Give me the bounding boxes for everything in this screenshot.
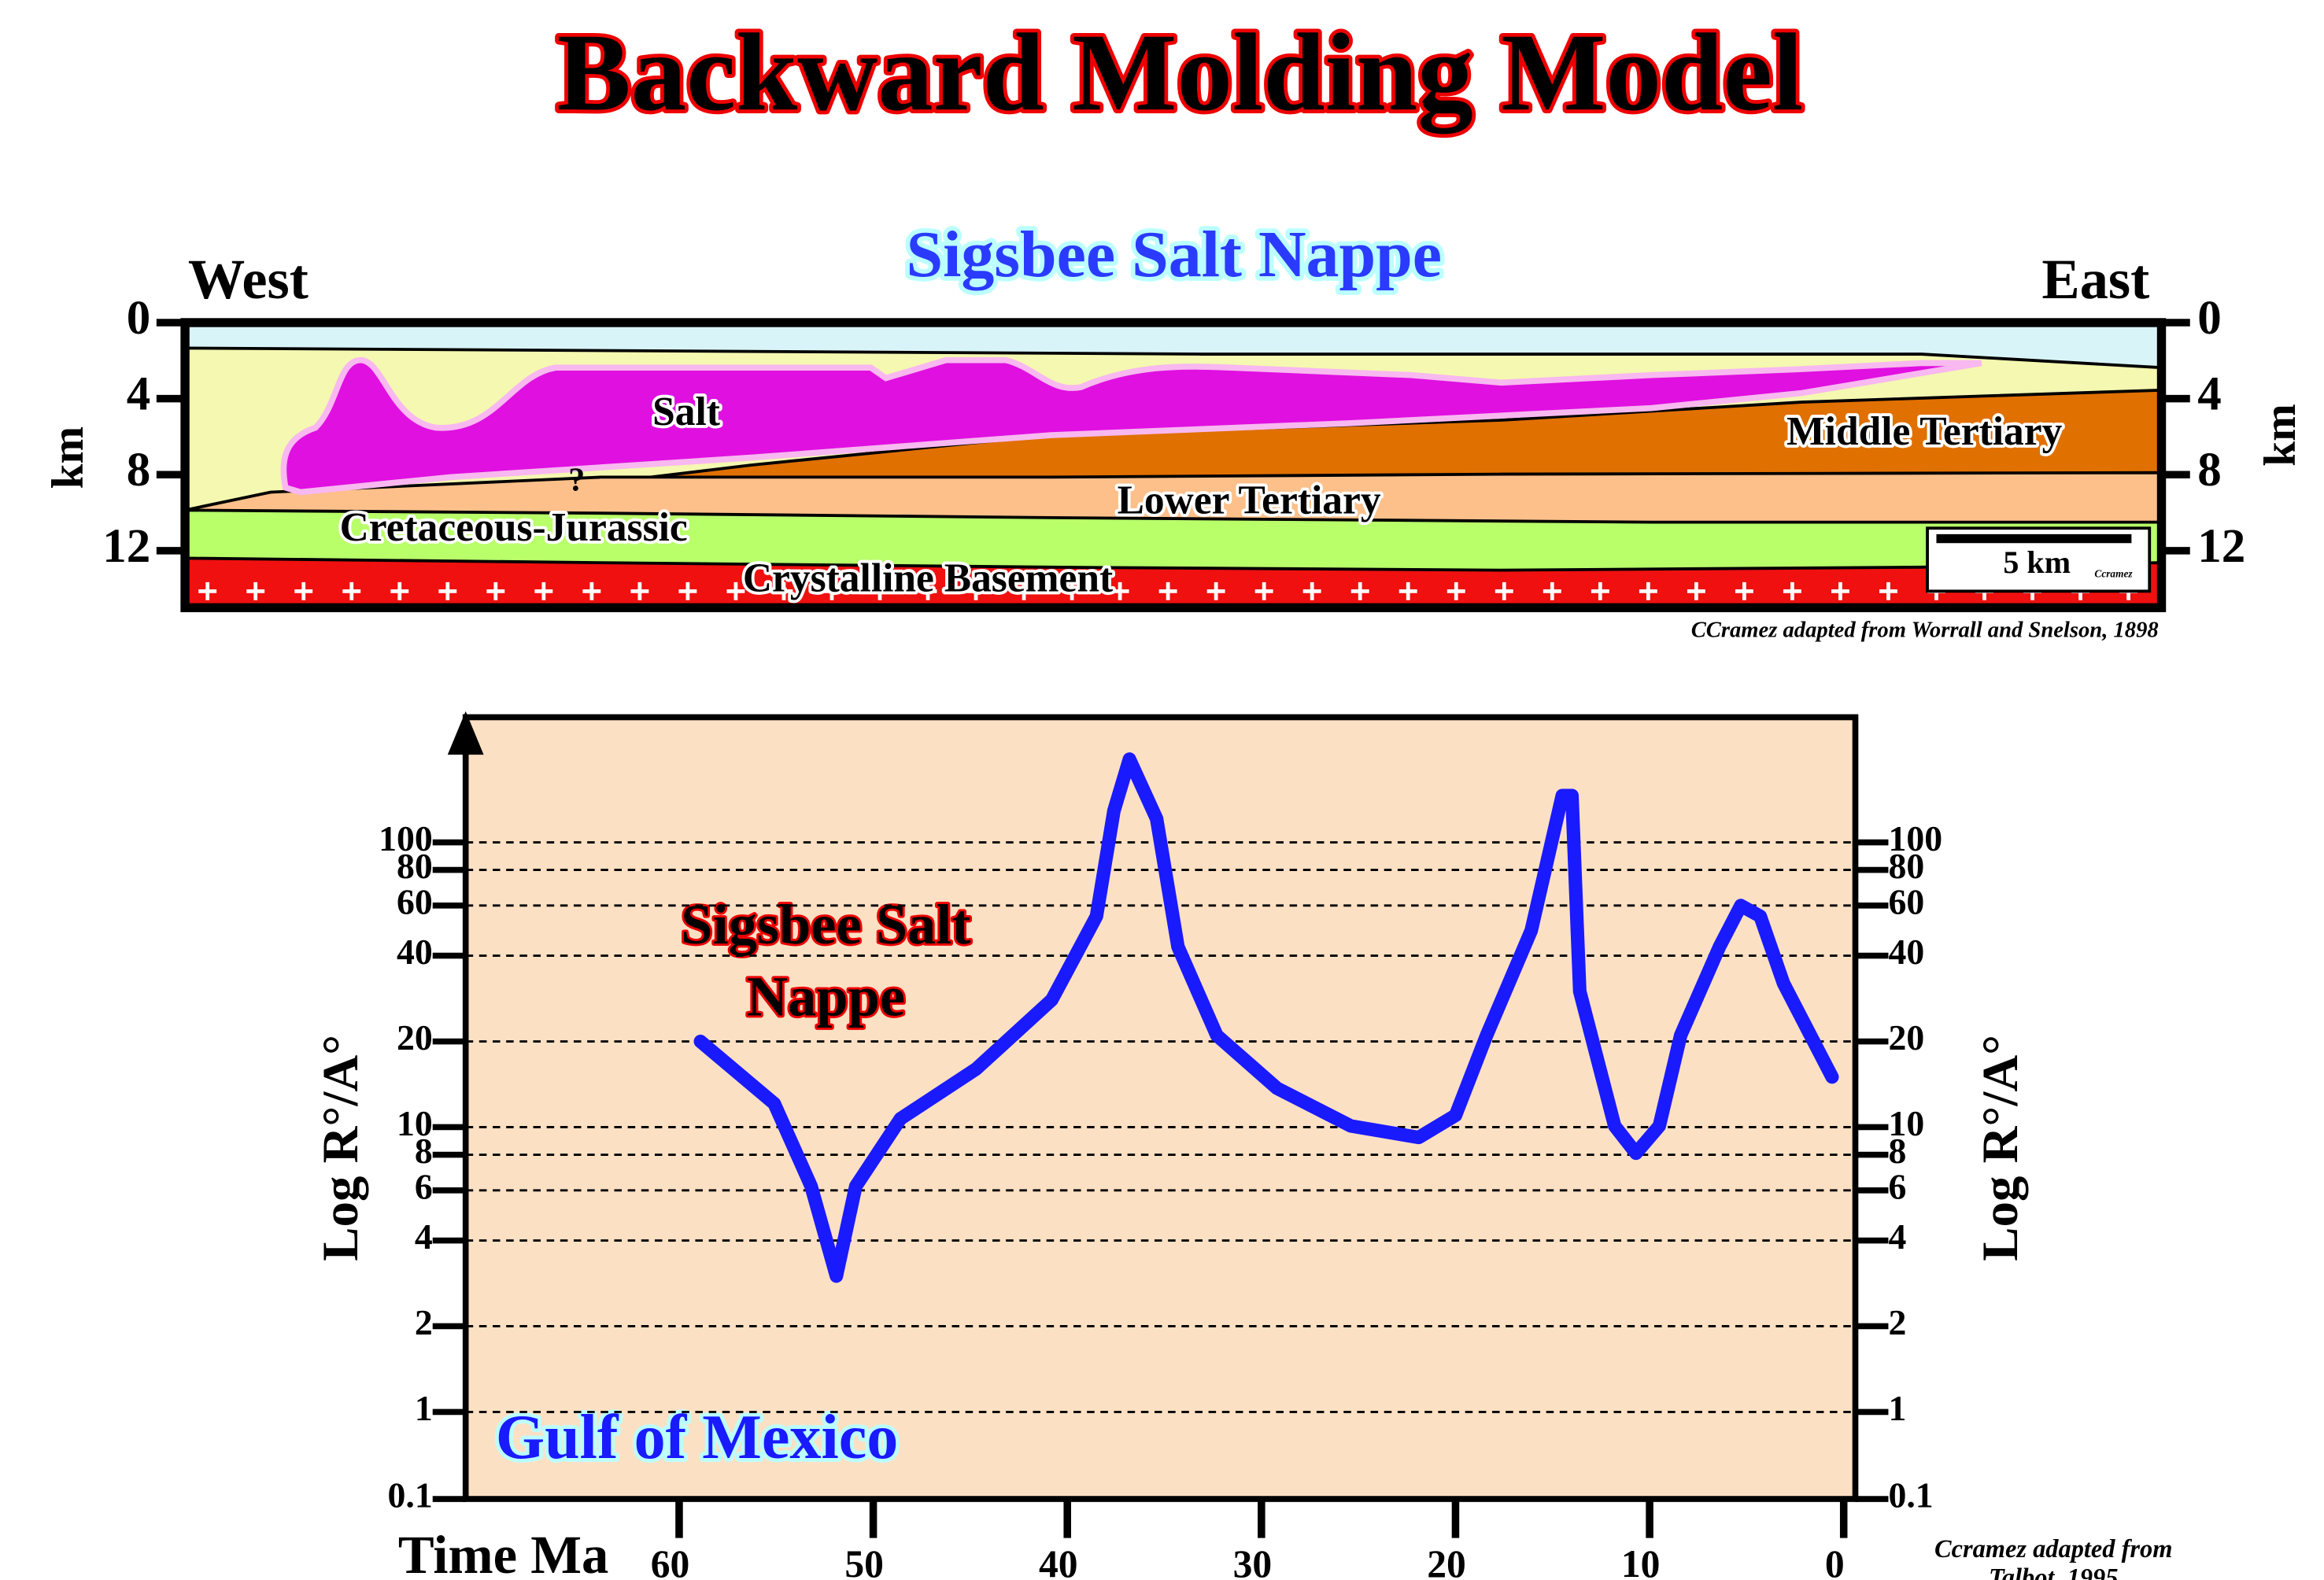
y-tick-label: 10: [397, 1103, 433, 1143]
y-tick-label: 10: [1888, 1103, 1924, 1143]
y-tick-label: 1: [1888, 1388, 1906, 1428]
chart-credit: Ccramez adapted from: [1934, 1535, 2172, 1563]
chart-credit: Talbot, 1995: [1989, 1563, 2118, 1580]
annotation: Gulf of Mexico: [496, 1403, 898, 1472]
depth-tick-label: 12: [102, 520, 150, 573]
depth-tick-label: 8: [127, 444, 151, 497]
layer-label: Crystalline Basement: [743, 556, 1113, 601]
x-tick-label: 50: [844, 1542, 884, 1580]
cross-section: 5 km Ccramez Salt Middle Tertiary Lower …: [180, 318, 2167, 613]
title: Backward Molding Model: [557, 10, 1804, 134]
y-tick-label: 80: [1888, 846, 1924, 886]
y-tick-label: 2: [1888, 1302, 1906, 1342]
depth-tick-label: 4: [2197, 368, 2222, 421]
question-mark: ?: [568, 463, 585, 499]
depth-unit: km: [43, 426, 93, 489]
chart: Log R°/A° Log R°/A° Time Ma Sigsbee Salt…: [312, 711, 2172, 1580]
y-tick-label: 40: [1888, 932, 1924, 972]
data-line: [693, 752, 1839, 1283]
layer-label: Middle Tertiary: [1786, 409, 2063, 454]
y-tick-label: 4: [1888, 1216, 1906, 1257]
y-tick-label: 60: [397, 881, 433, 921]
y-tick-label: 6: [1888, 1166, 1906, 1206]
x-tick-label: 30: [1233, 1542, 1273, 1580]
annotation: Nappe: [747, 964, 905, 1028]
y-tick-label: 100: [1888, 818, 1942, 858]
layer-label: Cretaceous-Jurassic: [340, 505, 688, 550]
scale-bar-label: 5 km: [2003, 545, 2071, 580]
y-tick-label: 60: [1888, 881, 1924, 921]
depth-tick-label: 8: [2197, 444, 2222, 497]
section-credit: CCramez adapted from Worrall and Snelson…: [1691, 618, 2159, 642]
depth-tick-label: 12: [2197, 520, 2245, 573]
section-subtitle: Sigsbee Salt Nappe: [906, 218, 1442, 291]
west-label: West: [188, 247, 309, 311]
section-frame: [180, 318, 2167, 613]
y-tick-label: 40: [397, 932, 433, 972]
layer-label: Lower Tertiary: [1118, 478, 1381, 523]
depth-tick-label: 0: [2197, 292, 2222, 345]
annotation: Sigsbee Salt: [681, 892, 970, 956]
y-tick-label: 100: [379, 818, 433, 858]
salt: [280, 356, 1982, 496]
y-tick-label: 20: [397, 1017, 433, 1058]
x-tick-label: 10: [1621, 1542, 1661, 1580]
y-tick-label: 80: [397, 846, 433, 886]
y-tick-label: 2: [415, 1302, 433, 1342]
east-label: East: [2041, 247, 2149, 311]
x-tick-label: 20: [1427, 1542, 1466, 1580]
x-axis-label: Time Ma: [398, 1525, 608, 1580]
y-axis-label: Log R°/A°: [1972, 1035, 2029, 1261]
y-axis-label: Log R°/A°: [312, 1035, 369, 1261]
y-tick-label: 0.1: [388, 1475, 433, 1515]
depth-unit: km: [2256, 404, 2305, 466]
y-tick-label: 8: [415, 1131, 433, 1171]
x-tick-label: 40: [1039, 1542, 1078, 1580]
y-tick-label: 6: [415, 1166, 433, 1206]
y-tick-label: 8: [1888, 1131, 1906, 1171]
axis-arrow: [447, 711, 484, 755]
y-tick-label: 1: [415, 1388, 433, 1428]
y-tick-label: 0.1: [1888, 1475, 1933, 1515]
depth-tick-label: 0: [127, 292, 151, 345]
x-tick-label: 0: [1825, 1542, 1845, 1580]
x-tick-label: 60: [651, 1542, 690, 1580]
depth-tick-label: 4: [127, 368, 151, 421]
layer-label: Salt: [652, 389, 720, 434]
y-tick-label: 20: [1888, 1017, 1924, 1058]
scale-bar-credit: Ccramez: [2094, 567, 2133, 579]
y-tick-label: 4: [415, 1216, 433, 1257]
